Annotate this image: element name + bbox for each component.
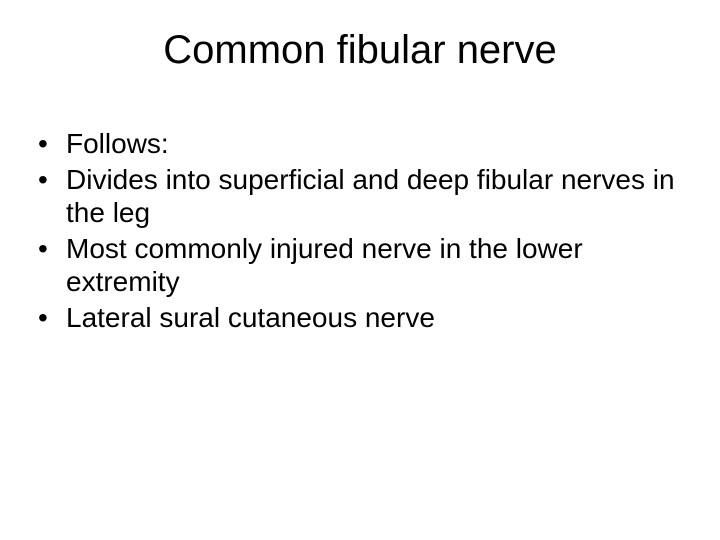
bullet-list: Follows: Divides into superficial and de… xyxy=(30,127,690,335)
slide: Common fibular nerve Follows: Divides in… xyxy=(0,0,720,540)
list-item: Follows: xyxy=(30,127,690,161)
list-item: Lateral sural cutaneous nerve xyxy=(30,301,690,335)
slide-title: Common fibular nerve xyxy=(0,0,720,73)
slide-body: Follows: Divides into superficial and de… xyxy=(0,73,720,335)
list-item: Divides into superficial and deep fibula… xyxy=(30,163,690,230)
list-item: Most commonly injured nerve in the lower… xyxy=(30,232,690,299)
